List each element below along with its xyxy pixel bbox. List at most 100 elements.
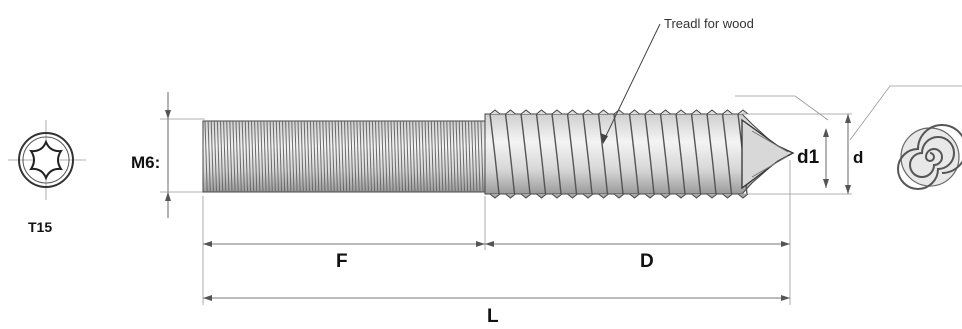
thread-line bbox=[427, 120, 431, 193]
thread-line bbox=[285, 120, 289, 193]
thread-line bbox=[421, 120, 425, 193]
machine-thread bbox=[204, 120, 484, 193]
thread-line bbox=[204, 120, 208, 193]
thread-line bbox=[226, 120, 230, 193]
thread-line bbox=[675, 113, 686, 195]
thread-line bbox=[340, 120, 345, 193]
thread-line bbox=[213, 120, 217, 193]
thread-crest bbox=[489, 109, 501, 115]
thread-line bbox=[582, 113, 593, 195]
thread-line bbox=[458, 120, 462, 193]
thread-line bbox=[446, 120, 450, 193]
length-f-label: F bbox=[336, 251, 348, 272]
thread-crest bbox=[551, 193, 563, 199]
thread-line bbox=[263, 120, 267, 193]
thread-crest bbox=[489, 193, 501, 199]
thread-crest bbox=[737, 109, 749, 115]
thread-diameter-dimension bbox=[160, 92, 205, 218]
thread-line bbox=[278, 120, 283, 193]
thread-crest bbox=[505, 109, 516, 115]
wood-thread-callout bbox=[600, 23, 661, 144]
thread-line bbox=[415, 120, 419, 193]
thread-crest bbox=[644, 193, 656, 199]
thread-line bbox=[613, 113, 624, 195]
thread-crest bbox=[675, 109, 687, 115]
thread-crest bbox=[722, 109, 733, 115]
thread-crest bbox=[644, 109, 656, 115]
thread-line bbox=[282, 120, 286, 193]
thread-line bbox=[381, 120, 385, 193]
thread-line bbox=[464, 120, 469, 193]
thread-line bbox=[260, 120, 264, 193]
thread-crest bbox=[706, 193, 718, 199]
thread-line bbox=[350, 120, 354, 193]
thread-line bbox=[322, 120, 326, 193]
thread-line bbox=[347, 120, 351, 193]
thread-line bbox=[272, 120, 276, 193]
thread-line bbox=[412, 120, 416, 193]
thread-line bbox=[535, 113, 547, 195]
thread-line bbox=[368, 120, 372, 193]
thread-line bbox=[325, 120, 329, 193]
thread-line bbox=[489, 113, 500, 195]
thread-line bbox=[223, 120, 227, 193]
thread-line bbox=[406, 120, 410, 193]
thread-crest bbox=[582, 193, 594, 199]
thread-line bbox=[316, 120, 320, 193]
thread-line bbox=[644, 113, 655, 195]
thread-line bbox=[452, 120, 456, 193]
thread-line bbox=[375, 120, 379, 193]
thread-line bbox=[365, 120, 369, 193]
thread-line bbox=[235, 120, 239, 193]
thread-line bbox=[449, 120, 453, 193]
callout-text: Treadl for wood bbox=[664, 16, 754, 31]
thread-line bbox=[313, 120, 317, 193]
thread-line bbox=[266, 120, 270, 193]
thread-line bbox=[257, 120, 261, 193]
thread-crest bbox=[629, 193, 640, 199]
thread-line bbox=[371, 120, 376, 193]
thread-line bbox=[353, 120, 357, 193]
thread-line bbox=[275, 120, 279, 193]
thread-line bbox=[706, 113, 717, 195]
thread-line bbox=[216, 120, 221, 193]
thread-line bbox=[378, 120, 382, 193]
thread-crest bbox=[675, 193, 687, 199]
thread-crest bbox=[613, 193, 625, 199]
thread-size-label: M6: bbox=[131, 153, 160, 172]
screw-body bbox=[202, 109, 795, 199]
thread-line bbox=[393, 120, 397, 193]
thread-line bbox=[433, 120, 438, 193]
thread-line bbox=[331, 120, 335, 193]
thread-crest bbox=[722, 193, 733, 199]
length-d-label: D bbox=[640, 251, 654, 272]
thread-line bbox=[362, 120, 366, 193]
thread-line bbox=[251, 120, 255, 193]
thread-crest bbox=[691, 193, 702, 199]
thread-line bbox=[399, 120, 403, 193]
thread-line bbox=[628, 113, 640, 195]
thread-crest bbox=[737, 193, 749, 199]
thread-line bbox=[480, 120, 484, 193]
thread-line bbox=[384, 120, 388, 193]
thread-line bbox=[309, 120, 314, 193]
thread-line bbox=[430, 120, 434, 193]
thread-line bbox=[504, 113, 516, 195]
thread-line bbox=[238, 120, 242, 193]
thread-line bbox=[690, 113, 702, 195]
thread-line bbox=[244, 120, 248, 193]
thread-line bbox=[232, 120, 236, 193]
thread-crest bbox=[598, 109, 609, 115]
thread-line bbox=[468, 120, 472, 193]
thread-crest bbox=[613, 109, 625, 115]
thread-line bbox=[288, 120, 292, 193]
thread-line bbox=[220, 120, 224, 193]
thread-line bbox=[520, 113, 531, 195]
thread-line bbox=[306, 120, 310, 193]
thread-crest bbox=[536, 193, 547, 199]
thread-crest bbox=[660, 109, 671, 115]
thread-line bbox=[659, 113, 671, 195]
thread-line bbox=[437, 120, 441, 193]
